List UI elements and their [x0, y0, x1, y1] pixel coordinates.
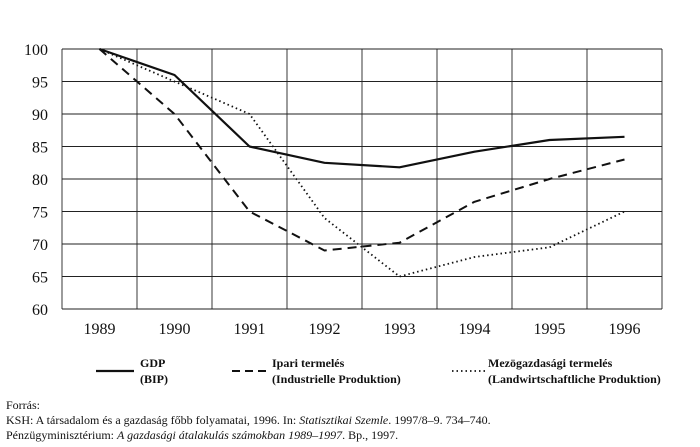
- y-tick-label: 70: [32, 237, 48, 254]
- legend-swatch-dotted: [452, 370, 486, 372]
- x-tick-label: 1989: [84, 321, 116, 338]
- source-heading: Forrás:: [6, 398, 40, 412]
- x-tick-label: 1996: [609, 321, 641, 338]
- y-tick-label: 85: [32, 140, 48, 157]
- chart-legend: GDP (BIP) Ipari termelés (Industrielle P…: [0, 355, 700, 395]
- y-tick-label: 80: [32, 172, 48, 189]
- x-tick-label: 1994: [459, 321, 491, 338]
- source-line-penzugy: Pénzügyminisztérium: A gazdasági átalaku…: [6, 428, 399, 442]
- line-chart: 60 65 70 75 80 85 90 95 100 1989 1990 1991 1992 1993 1…: [24, 42, 663, 338]
- legend-swatch-solid: [96, 369, 134, 373]
- legend-label-ipari: Ipari termelés (Industrielle Produktion): [272, 356, 401, 386]
- y-tick-label: 100: [24, 42, 48, 59]
- y-tick-label: 65: [32, 270, 48, 287]
- x-tick-label: 1992: [309, 321, 341, 338]
- series-line-dotted: [99, 48, 625, 278]
- legend-label-mezogazdasagi: Mezögazdasági termelés (Landwirtschaftli…: [488, 356, 661, 386]
- y-tick-label: 60: [32, 302, 48, 319]
- series-line-dashed: [98, 48, 625, 252]
- x-tick-label: 1993: [384, 321, 416, 338]
- source-note: Forrás: KSH: A társadalom és a gazdaság …: [6, 398, 696, 443]
- legend-label-gdp: GDP (BIP): [140, 356, 168, 386]
- y-tick-label: 90: [32, 107, 48, 124]
- y-tick-label: 95: [32, 75, 48, 92]
- source-line-ksh: KSH: A társadalom és a gazdaság főbb fol…: [6, 413, 491, 427]
- x-tick-label: 1995: [534, 321, 566, 338]
- legend-swatch-dashed: [232, 370, 270, 372]
- x-tick-label: 1990: [159, 321, 191, 338]
- y-tick-label: 75: [32, 205, 48, 222]
- x-tick-label: 1991: [234, 321, 266, 338]
